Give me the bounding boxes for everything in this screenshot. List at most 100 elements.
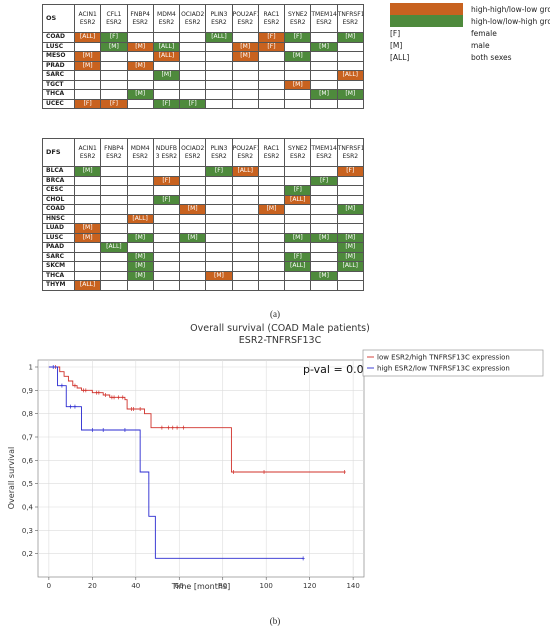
dfs-cell-empty — [205, 175, 233, 186]
os-cell-empty — [231, 60, 259, 71]
grid-layer — [37, 359, 365, 578]
os-cell-empty — [73, 70, 102, 81]
os-column-header: FNBP4 ESR2 — [126, 4, 154, 33]
os-cell-empty — [257, 51, 286, 62]
dfs-row: SKCM [M] [ALL] [ALL] — [42, 261, 364, 272]
chart-legend-frame — [362, 349, 544, 377]
y-tick-label: 0,7 — [22, 434, 33, 442]
os-cell-high-high: [F] — [257, 41, 286, 52]
dfs-cell-empty — [73, 261, 102, 272]
chart-legend: low ESR2/high TNFRSF13C expression high E… — [362, 349, 544, 377]
dfs-cell-empty — [205, 213, 233, 224]
dfs-cell-empty — [100, 166, 128, 177]
dfs-cell-empty — [336, 280, 364, 291]
os-column-header: OCIAD2 ESR2 — [179, 4, 207, 33]
os-column-header: TNFRSF13C ESR2 — [336, 4, 364, 33]
dfs-cell-empty — [257, 232, 286, 243]
os-cell-empty — [205, 89, 233, 100]
dfs-column-header: MDM4 ESR2 — [126, 138, 154, 167]
dfs-cell-high-low: [M] — [336, 232, 364, 243]
dfs-row-label: HNSC — [42, 213, 75, 224]
dfs-cell-empty — [310, 251, 338, 262]
legend-item-female: [F] female — [390, 27, 550, 39]
x-axis-label: Time [months] — [171, 582, 231, 591]
dfs-cell-empty — [179, 270, 207, 281]
os-cell-high-high: [M] — [284, 79, 312, 90]
dfs-cell-empty — [257, 213, 286, 224]
dfs-cell-empty — [126, 204, 154, 215]
dfs-row: COAD [M] [M] [M] — [42, 204, 364, 215]
os-cell-empty — [284, 70, 312, 81]
dfs-cell-high-low: [ALL] — [336, 261, 364, 272]
dfs-cell-empty — [257, 166, 286, 177]
dfs-column-header: FNBP4 ESR2 — [100, 138, 128, 167]
dfs-column-header: PLIN3 ESR2 — [205, 138, 233, 167]
os-cell-empty — [205, 41, 233, 52]
dfs-cell-high-low: [M] — [126, 270, 154, 281]
caption-a: (a) — [270, 309, 280, 319]
os-cell-empty — [310, 60, 338, 71]
dfs-cell-empty — [284, 280, 312, 291]
os-row: LUSC [M] [M] [ALL] [M] [F] [M] — [42, 41, 364, 52]
dfs-cell-high-low: [M] — [336, 251, 364, 262]
dfs-cell-empty — [257, 270, 286, 281]
dfs-column-header: TMEM141 ESR2 — [310, 138, 338, 167]
os-cell-empty — [73, 79, 102, 90]
os-cell-empty — [179, 79, 207, 90]
dfs-column-header: TNFRSF13C ESR2 — [336, 138, 364, 167]
os-cell-empty — [205, 79, 233, 90]
legend-code-male: [M] — [390, 41, 403, 50]
dfs-cell-high-low: [ALL] — [284, 261, 312, 272]
dfs-row-label: SARC — [42, 251, 75, 262]
dfs-cell-high-low: [F] — [152, 194, 181, 205]
os-cell-high-high: [ALL] — [73, 32, 102, 43]
os-cell-high-high: [M] — [126, 41, 154, 52]
dfs-cell-empty — [100, 280, 128, 291]
os-cell-empty — [179, 70, 207, 81]
os-cell-high-high: [F] — [73, 98, 102, 109]
dfs-cell-empty — [179, 223, 207, 234]
os-cell-high-high: [F] — [257, 32, 286, 43]
dfs-cell-empty — [284, 242, 312, 253]
dfs-row-label: THCA — [42, 270, 75, 281]
caption-b: (b) — [269, 616, 281, 626]
dfs-cell-empty — [310, 185, 338, 196]
dfs-cell-empty — [284, 223, 312, 234]
legend-item-high-high: high-high/low-low group — [390, 3, 550, 15]
dfs-cell-empty — [231, 242, 259, 253]
dfs-row: BRCA [F] [F] — [42, 175, 364, 186]
os-cell-empty — [284, 98, 312, 109]
dfs-cell-high-low: [F] — [284, 185, 312, 196]
dfs-cell-empty — [336, 223, 364, 234]
os-cell-high-high: [F] — [100, 98, 128, 109]
dfs-cell-empty — [73, 185, 102, 196]
dfs-cell-empty — [179, 175, 207, 186]
dfs-cell-high-low: [M] — [179, 232, 207, 243]
x-tick-label: 20 — [88, 582, 97, 590]
dfs-cell-empty — [257, 185, 286, 196]
os-row: TGCT [M] — [42, 79, 364, 90]
dfs-cell-high-low: [M] — [310, 232, 338, 243]
os-cell-empty — [73, 89, 102, 100]
os-column-header: TMEM141 ESR2 — [310, 4, 338, 33]
os-cell-high-low: [F] — [179, 98, 207, 109]
dfs-row: CHOL [F] [ALL] — [42, 194, 364, 205]
os-row-label: UCEC — [42, 98, 75, 109]
dfs-cell-empty — [205, 251, 233, 262]
dfs-cell-empty — [152, 280, 181, 291]
dfs-cell-empty — [205, 242, 233, 253]
x-tick-label: 60 — [175, 582, 184, 590]
os-cell-high-low: [F] — [152, 98, 181, 109]
dfs-row: THYM [ALL] — [42, 280, 364, 291]
dfs-cell-high-high: [M] — [257, 204, 286, 215]
dfs-cell-empty — [152, 185, 181, 196]
os-cell-empty — [100, 60, 128, 71]
os-row: COAD [ALL] [F] [ALL] [F] [F] [M] — [42, 32, 364, 43]
os-cell-high-low: [M] — [100, 41, 128, 52]
dfs-cell-high-high: [F] — [336, 166, 364, 177]
x-tick-label: 120 — [303, 582, 316, 590]
os-cell-empty — [179, 41, 207, 52]
dfs-cell-empty — [336, 185, 364, 196]
dfs-cell-high-high: [M] — [179, 204, 207, 215]
os-column-header: CFL1 ESR2 — [100, 4, 128, 33]
